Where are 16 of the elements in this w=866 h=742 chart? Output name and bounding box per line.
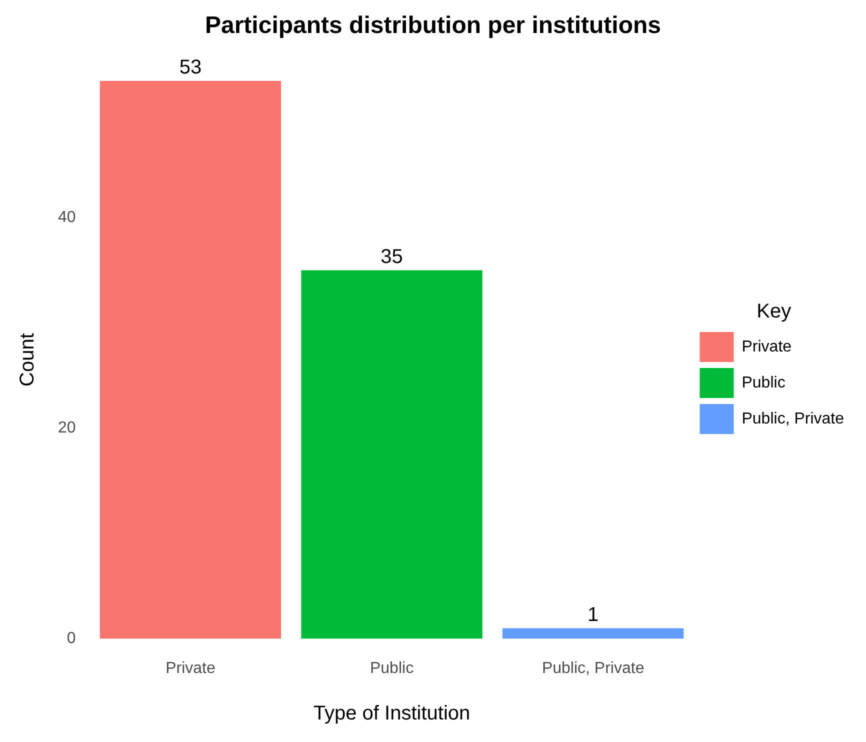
data-label: 35: [380, 246, 403, 268]
data-label: 53: [179, 56, 202, 78]
y-tick-label: 0: [66, 630, 76, 648]
x-axis-title: Type of Institution: [313, 702, 470, 725]
data-label: 1: [588, 604, 599, 626]
x-tick-label: Public, Private: [542, 660, 644, 677]
x-tick-label: Public: [370, 660, 414, 677]
chart-title: Participants distribution per institutions: [204, 12, 662, 40]
legend-label: Private: [742, 338, 792, 356]
x-tick-label: Private: [166, 660, 216, 677]
legend-label: Public: [742, 374, 786, 392]
y-tick-label: 40: [58, 209, 76, 226]
legend-title: Key: [756, 300, 792, 323]
y-axis-title: Count: [16, 332, 39, 386]
legend-label: Public, Private: [742, 410, 844, 428]
y-tick-label: 20: [58, 420, 76, 437]
